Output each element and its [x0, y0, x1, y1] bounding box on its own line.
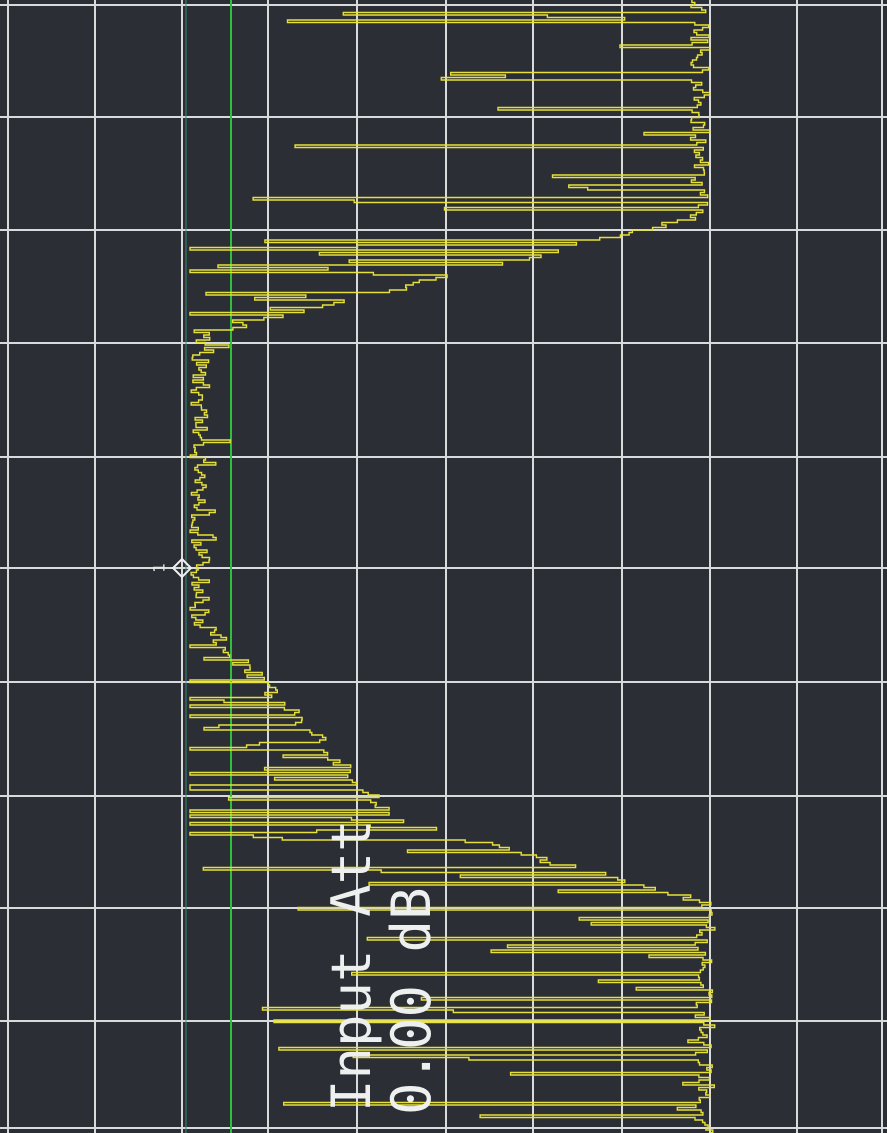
- marker: 1: [150, 557, 193, 579]
- marker-label: 1: [150, 563, 169, 573]
- trace: [189, 0, 716, 1133]
- attenuation-label: Input Att: [320, 819, 383, 1112]
- marker-diamond: [171, 557, 193, 579]
- attenuation-value: 0.00 dB: [380, 887, 443, 1115]
